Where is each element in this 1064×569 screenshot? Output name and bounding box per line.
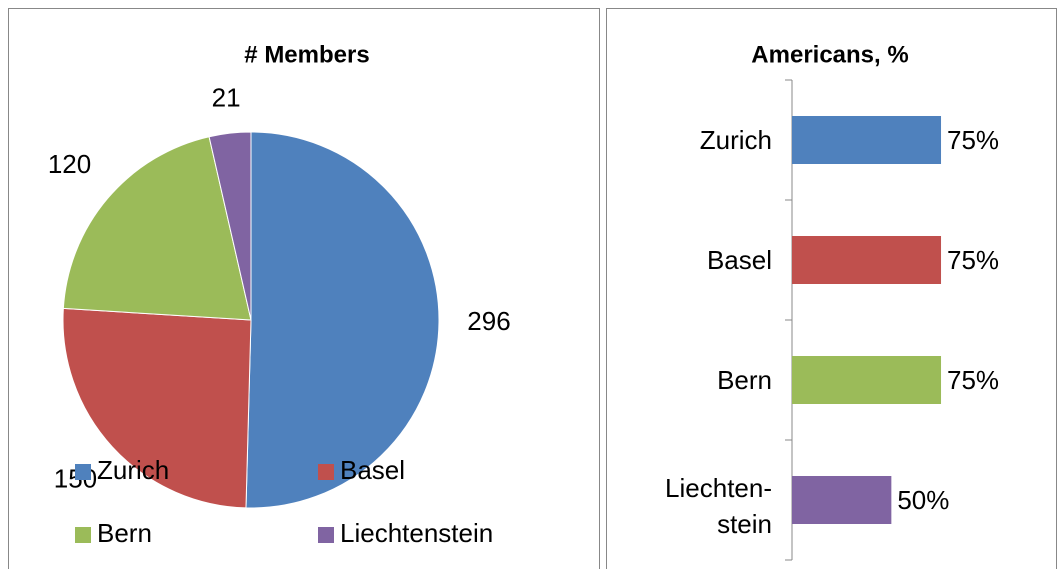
panel-border (8, 8, 600, 569)
category-label: Basel (706, 245, 772, 275)
data-label: 296 (467, 306, 510, 336)
category-label: Zurich (699, 125, 772, 155)
legend-swatch (318, 464, 334, 480)
bar (792, 116, 942, 164)
pie-slice (62, 136, 252, 321)
legend-label: Basel (340, 455, 405, 485)
pie-slice (62, 307, 252, 509)
data-label: 21 (212, 82, 241, 112)
bar (792, 476, 892, 524)
data-label: 75% (947, 245, 999, 275)
chart-title: Americans, % (751, 41, 908, 68)
legend-swatch (318, 527, 334, 543)
data-label: 50% (897, 485, 949, 515)
legend-label: Bern (97, 518, 152, 548)
legend-swatch (75, 527, 91, 543)
bar (792, 236, 942, 284)
pie-slice (208, 131, 252, 321)
category-label: Bern (717, 365, 772, 395)
legend-swatch (75, 464, 91, 480)
legend-label: Liechtenstein (340, 518, 493, 548)
category-label: Liechten- stein (665, 473, 772, 539)
pie-slice (245, 131, 440, 509)
data-label: 75% (947, 125, 999, 155)
data-label: 75% (947, 365, 999, 395)
data-label: 120 (48, 149, 91, 179)
bar (792, 356, 942, 404)
panel-border (606, 8, 1057, 569)
legend-label: Zurich (97, 455, 169, 485)
chart-title: # Members (244, 41, 369, 68)
